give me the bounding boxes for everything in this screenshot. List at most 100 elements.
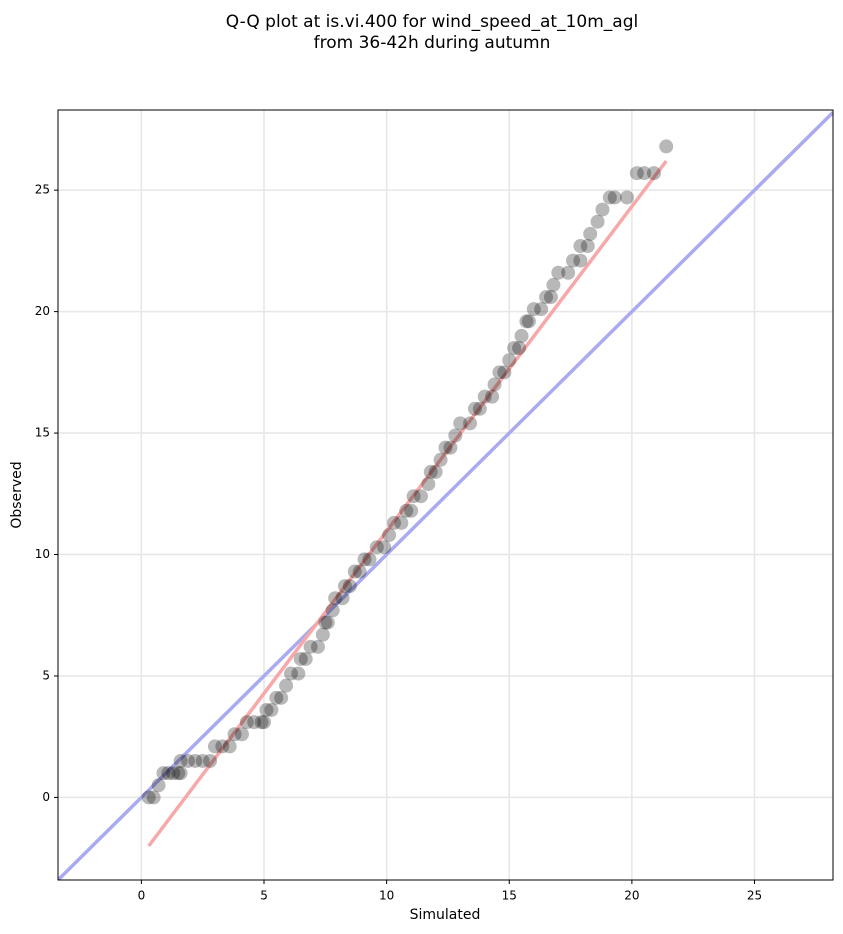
point	[580, 239, 595, 254]
point	[394, 515, 409, 530]
point	[443, 440, 458, 455]
point	[519, 314, 534, 329]
point	[283, 666, 298, 681]
point	[156, 766, 171, 781]
point	[274, 690, 289, 705]
x-tick-label: 5	[260, 889, 268, 903]
point	[342, 579, 357, 594]
point	[298, 651, 313, 666]
point	[551, 265, 566, 280]
point	[619, 190, 634, 205]
point	[146, 790, 161, 805]
point	[659, 139, 674, 154]
y-tick-label: 0	[42, 790, 50, 804]
point	[347, 564, 362, 579]
point	[421, 477, 436, 492]
y-tick-label: 15	[35, 426, 50, 440]
point	[502, 353, 517, 368]
plot-frame	[57, 109, 834, 881]
point	[646, 166, 661, 181]
point	[382, 528, 397, 543]
point	[485, 389, 500, 404]
point	[227, 727, 242, 742]
point	[377, 540, 392, 555]
point	[602, 190, 617, 205]
point	[629, 166, 644, 181]
x-tick-label: 15	[502, 889, 517, 903]
point	[303, 639, 318, 654]
point	[188, 753, 203, 768]
x-tick-label: 20	[624, 889, 639, 903]
point	[279, 678, 294, 693]
point	[291, 666, 306, 681]
point	[293, 651, 308, 666]
point	[507, 341, 522, 356]
point	[171, 766, 186, 781]
point	[318, 615, 333, 630]
point	[173, 753, 188, 768]
x-tick-label: 0	[138, 889, 146, 903]
y-tick-label: 5	[42, 668, 50, 682]
point	[404, 503, 419, 518]
point	[521, 314, 536, 329]
point	[259, 702, 274, 717]
point	[257, 715, 272, 730]
point	[590, 214, 605, 229]
point	[467, 401, 482, 416]
point	[543, 290, 558, 305]
point	[264, 702, 279, 717]
point	[514, 328, 529, 343]
reference-line	[147, 159, 668, 848]
chart-title: from 36-42h during autumn	[314, 33, 551, 53]
point	[472, 401, 487, 416]
point	[203, 753, 218, 768]
point	[595, 202, 610, 217]
point	[406, 489, 421, 504]
point	[166, 766, 181, 781]
point	[362, 552, 377, 567]
y-tick-label: 10	[35, 547, 50, 561]
point	[325, 603, 340, 618]
point	[637, 166, 652, 181]
y-axis-label: Observed	[9, 461, 25, 528]
x-tick-label: 10	[379, 889, 394, 903]
point	[215, 739, 230, 754]
plot-area	[58, 110, 833, 880]
point	[141, 790, 156, 805]
point	[534, 302, 549, 317]
point	[433, 452, 448, 467]
point	[583, 226, 598, 241]
point	[195, 753, 210, 768]
point	[352, 564, 367, 579]
x-axis-label: Simulated	[410, 907, 481, 923]
point	[448, 428, 463, 443]
point	[207, 739, 222, 754]
chart-title: Q-Q plot at is.vi.400 for wind_speed_at_…	[226, 12, 638, 32]
point	[428, 464, 443, 479]
point	[269, 690, 284, 705]
x-tick-label: 25	[747, 889, 762, 903]
point	[512, 341, 527, 356]
point	[328, 591, 343, 606]
point	[173, 766, 188, 781]
point	[546, 277, 561, 292]
point	[561, 265, 576, 280]
point	[357, 552, 372, 567]
point	[247, 715, 262, 730]
point	[573, 253, 588, 268]
point	[423, 464, 438, 479]
point	[463, 416, 478, 431]
point	[161, 766, 176, 781]
y-tick-label: 20	[35, 304, 50, 318]
point	[315, 627, 330, 642]
point	[151, 778, 166, 793]
point	[399, 503, 414, 518]
point	[386, 515, 401, 530]
point	[492, 365, 507, 380]
point	[222, 739, 237, 754]
point	[573, 239, 588, 254]
point	[310, 639, 325, 654]
reference-line	[58, 111, 833, 880]
point	[539, 290, 554, 305]
point	[477, 389, 492, 404]
